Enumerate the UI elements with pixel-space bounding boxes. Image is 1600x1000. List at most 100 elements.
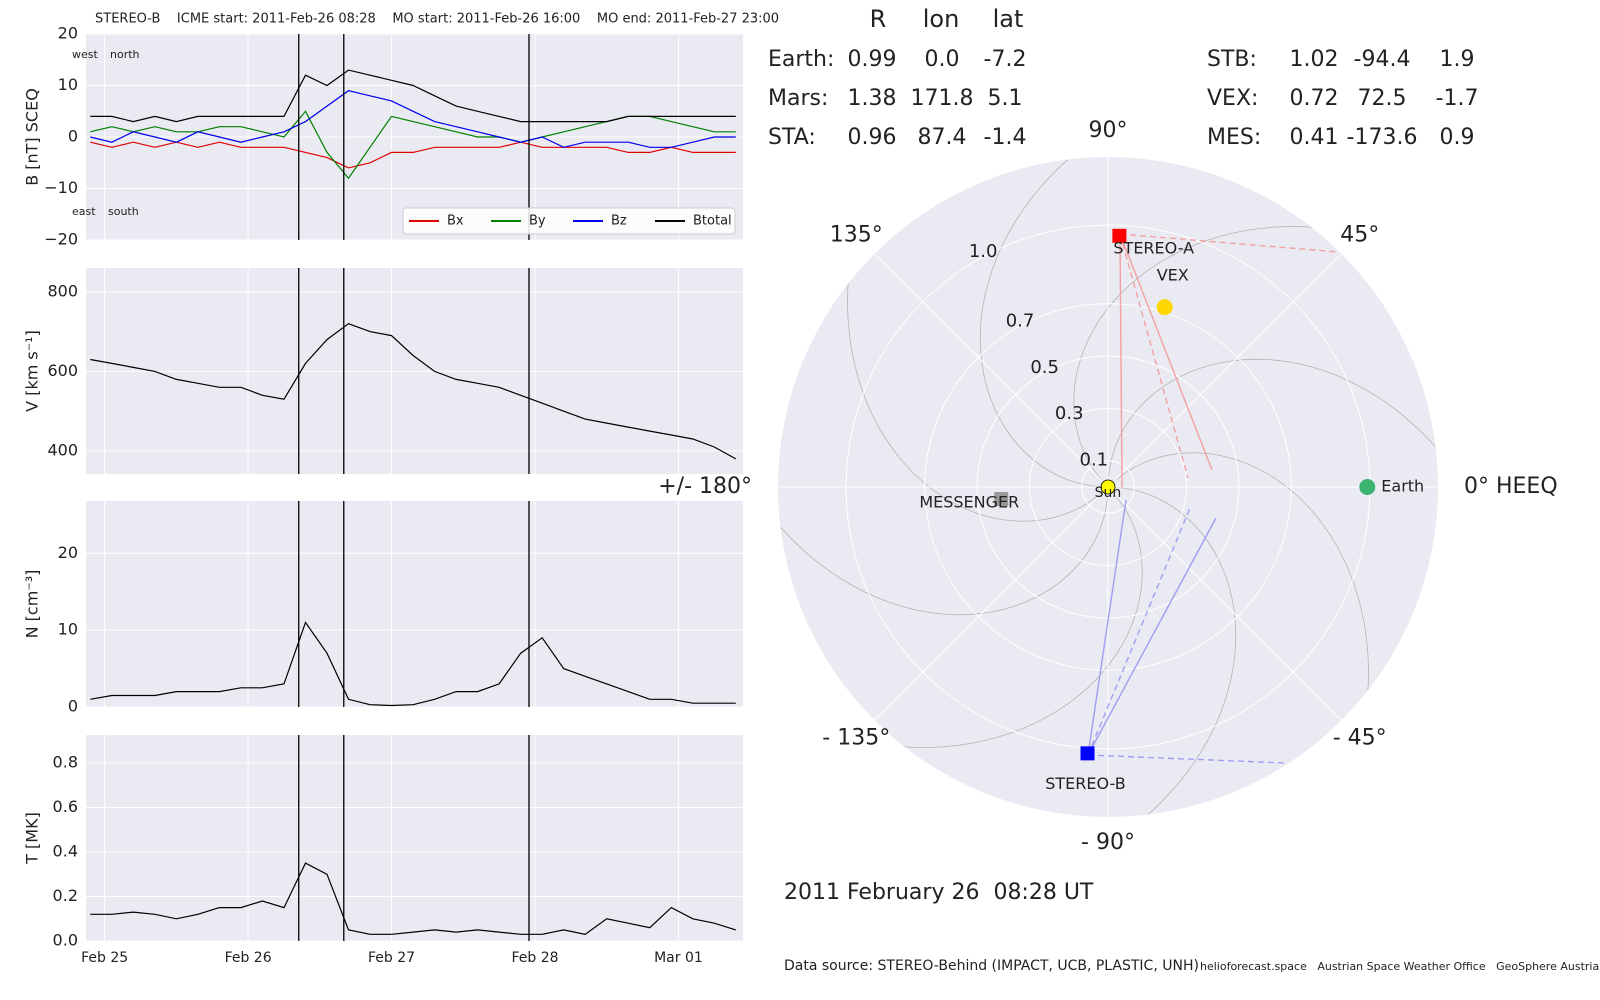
table-row-label: Mars: [768,86,828,111]
y-tick-label: 10 [58,75,78,94]
table-header: lon [923,5,960,33]
y-axis-label: B [nT] SCEQ [23,88,42,186]
table-cell: 0.9 [1440,125,1475,150]
spiral-guide [778,157,1109,616]
legend-label: By [529,214,546,229]
theta-tick-label: 135° [830,222,883,247]
r-tick-label: 0.3 [1055,403,1084,424]
body-marker [1359,479,1376,495]
x-tick-label: Feb 27 [368,950,415,966]
annotation: west [72,48,98,61]
table-cell: -94.4 [1354,47,1411,72]
fov-line [1119,233,1123,488]
fov-line [1087,517,1217,756]
table-row-label: STA: [768,125,816,150]
table-cell: 0.96 [848,125,897,150]
table-cell: -1.4 [984,125,1027,150]
annotation: east [72,205,96,218]
r-tick-label: 0.5 [1030,357,1059,378]
y-axis-label: N [cm⁻³] [23,570,42,639]
y-tick-label: 600 [47,361,78,380]
x-tick-label: Feb 25 [81,950,128,966]
y-tick-label: 0 [68,127,78,146]
sun-marker [1100,479,1116,495]
table-cell: 0.99 [848,47,897,72]
series-line [90,90,736,148]
fov-line [1119,233,1339,253]
theta-tick-label: 45° [1340,222,1379,247]
r-tick-label: 0.7 [1006,311,1035,332]
spiral-guide [1107,452,1369,817]
theta-tick-label: - 135° [822,726,890,751]
y-axis-label: T [MK] [23,812,42,865]
theta-tick-label: - 45° [1333,726,1387,751]
theta-grid-line [1107,253,1342,488]
y-tick-label: 0.6 [53,797,78,816]
y-tick-label: 20 [58,24,78,43]
table-cell: -7.2 [984,47,1027,72]
theta-tick-label: +/- 180° [658,474,752,499]
spiral-guide [1107,358,1438,817]
table-cell: 0.41 [1290,125,1339,150]
theta-grid-line [874,486,1109,721]
y-tick-label: 800 [47,281,78,300]
annotation: south [108,205,139,218]
sun-label: Sun [1095,485,1122,501]
legend-label: Bz [611,214,627,229]
x-tick-label: Mar 01 [654,950,703,966]
legend-box [402,207,736,235]
table-cell: 171.8 [911,86,974,111]
x-tick-label: Feb 28 [511,950,558,966]
data-source: Data source: STEREO-Behind (IMPACT, UCB,… [784,958,1199,974]
spiral-guide [979,157,1438,488]
y-tick-label: 0.0 [53,931,78,950]
spiral-guide [847,157,1109,522]
body-label: STEREO-B [1045,774,1125,793]
fov-line [1087,507,1191,756]
theta-tick-label: - 90° [1081,830,1135,855]
table-cell: 1.02 [1290,47,1339,72]
table-cell: 0.0 [925,47,960,72]
y-tick-label: −10 [44,178,78,197]
y-tick-label: 0.8 [53,753,78,772]
legend-label: Btotal [693,214,732,229]
theta-tick-label: 0° HEEQ [1464,474,1558,499]
fov-line [1119,233,1213,471]
y-tick-label: −20 [44,230,78,249]
table-row-label: STB: [1207,47,1257,72]
y-tick-label: 0.2 [53,886,78,905]
body-label: STEREO-A [1113,238,1194,257]
y-tick-label: 10 [58,620,78,639]
y-tick-label: 0 [68,697,78,716]
spiral-guide [778,486,1237,817]
fov-line [1087,499,1127,756]
table-cell: 72.5 [1358,86,1407,111]
table-header: lat [993,5,1024,33]
r-grid-circle [1081,460,1135,514]
y-tick-label: 0.4 [53,842,78,861]
body-label: Earth [1381,477,1424,496]
series-line [90,141,736,169]
table-row-label: VEX: [1207,86,1258,111]
table-cell: 87.4 [918,125,967,150]
timestamp: 2011 February 26 08:28 UT [784,880,1094,905]
r-tick-label: 1.0 [969,241,998,262]
table-cell: -173.6 [1347,125,1418,150]
body-marker [994,491,1009,506]
body-marker [1112,228,1127,243]
r-grid-circle [1028,407,1188,567]
panel-background [86,735,743,941]
table-header: R [870,5,887,33]
series-line [90,862,736,935]
r-grid-circle [924,303,1292,671]
spiral-guide [778,486,1143,748]
table-cell: 1.38 [848,86,897,111]
fov-line [1087,754,1286,764]
annotation: north [110,48,140,61]
panel-title: STEREO-B ICME start: 2011-Feb-26 08:28 M… [95,12,779,27]
r-tick-label: 0.1 [1080,449,1109,470]
theta-tick-label: 90° [1089,118,1128,143]
series-line [90,323,737,460]
theta-grid-line [874,253,1109,488]
